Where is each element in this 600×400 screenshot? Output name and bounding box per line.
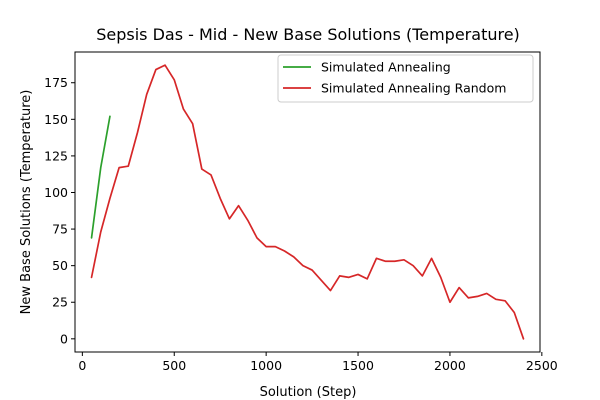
y-tick-label-0: 0 <box>60 331 68 346</box>
y-tick-label-3: 75 <box>52 222 68 237</box>
x-tick-label-2: 1000 <box>250 358 282 373</box>
chart-title: Sepsis Das - Mid - New Base Solutions (T… <box>96 25 520 44</box>
y-tick-label-5: 125 <box>44 148 68 163</box>
y-tick-label-1: 25 <box>52 295 68 310</box>
x-tick-label-3: 1500 <box>342 358 374 373</box>
y-tick-label-6: 150 <box>44 112 68 127</box>
axes-frame <box>74 51 541 353</box>
legend-label-0: Simulated Annealing <box>321 60 451 75</box>
series-line-1 <box>90 64 525 340</box>
y-tick-label-4: 100 <box>44 185 68 200</box>
plot-area: 0 500 1000 1500 2000 2500 0 25 50 75 100 125 150 175 <box>44 51 558 373</box>
series-line-0 <box>90 115 111 239</box>
x-tick-label-1: 500 <box>162 358 186 373</box>
legend: Simulated Annealing Simulated Annealing R… <box>277 54 534 103</box>
x-axis-title: Solution (Step) <box>260 385 357 400</box>
y-axis-title: New Base Solutions (Temperature) <box>19 90 34 315</box>
x-tick-label-4: 2000 <box>434 358 466 373</box>
legend-box <box>277 54 534 103</box>
y-tick-label-2: 50 <box>52 258 68 273</box>
x-tick-label-0: 0 <box>78 358 86 373</box>
y-tick-label-7: 175 <box>44 75 68 90</box>
x-tick-label-5: 2500 <box>526 358 558 373</box>
legend-label-1: Simulated Annealing Random <box>321 81 506 96</box>
